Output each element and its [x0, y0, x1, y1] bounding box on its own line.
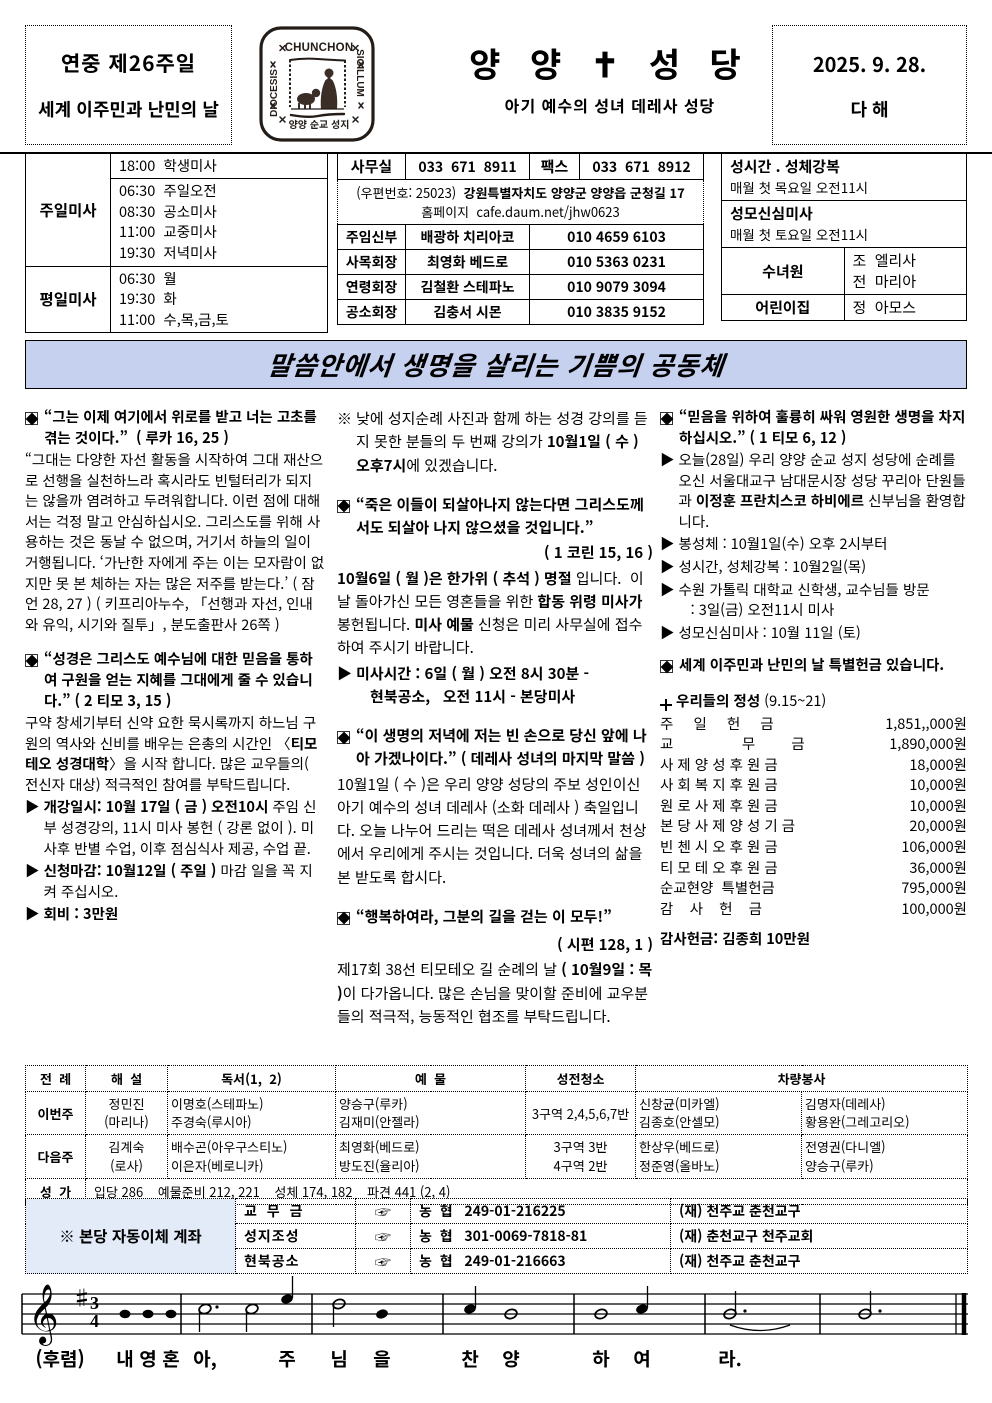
svg-text:4: 4 — [90, 1311, 99, 1331]
svg-text:영: 영 — [139, 1345, 156, 1372]
svg-text:찬: 찬 — [461, 1345, 479, 1372]
svg-text:3: 3 — [90, 1293, 99, 1313]
svg-text:SIGILLUM: SIGILLUM — [354, 49, 365, 97]
svg-text:을: 을 — [373, 1345, 390, 1372]
svg-text:𝄞: 𝄞 — [28, 1274, 59, 1346]
svg-text:DIOCESIS: DIOCESIS — [269, 69, 280, 117]
svg-text:라.: 라. — [718, 1345, 742, 1372]
svg-text:여: 여 — [633, 1345, 650, 1372]
svg-text:혼: 혼 — [162, 1345, 179, 1372]
svg-text:아,: 아, — [193, 1345, 217, 1372]
svg-text:(후렴): (후렴) — [35, 1345, 84, 1372]
svg-text:양양 순교 성지: 양양 순교 성지 — [289, 116, 350, 131]
svg-text:양: 양 — [502, 1345, 519, 1372]
svg-text:주: 주 — [278, 1345, 295, 1372]
svg-text:님: 님 — [330, 1345, 347, 1372]
svg-text:CHUNCHON: CHUNCHON — [285, 42, 354, 54]
svg-text:내: 내 — [116, 1345, 133, 1372]
svg-text:하: 하 — [592, 1345, 610, 1372]
svg-text:♯: ♯ — [72, 1282, 92, 1311]
